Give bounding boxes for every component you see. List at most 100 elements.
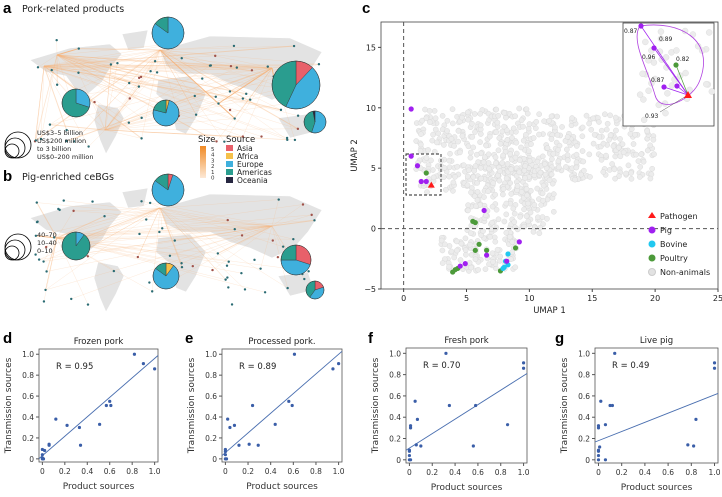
trade-link [229,67,273,92]
non-animal-point [480,159,487,166]
location-dot [148,281,151,284]
non-animal-point [497,168,503,174]
non-animal-point [507,180,513,186]
non-animal-point [539,153,546,160]
x-tick-label: 1.0 [333,467,345,476]
panel-label-g: g [555,330,565,347]
non-animal-point [521,223,528,230]
location-dot [77,47,80,50]
location-dot [34,139,38,142]
pig-point [462,261,468,267]
y-tick-label: 0.2 [205,434,217,443]
non-animal-point [544,215,550,222]
location-dot [225,264,229,267]
size-tick: 0 [211,176,215,182]
non-animal-point [469,120,475,127]
non-animal-point [497,140,504,147]
location-dot [55,83,59,86]
y-axis-label: Transmission sources [560,357,570,454]
x-tick-label: 0.8 [310,467,322,476]
pie-chart-asia [280,244,312,276]
data-point [407,449,412,453]
non-animal-point [572,176,578,183]
data-point [292,352,297,356]
trade-link [129,67,273,84]
non-animal-point [617,136,623,142]
non-animal-point [510,125,517,132]
pie-chart-africa [152,262,180,290]
location-dot [211,268,214,272]
pie-chart-asia [271,60,321,110]
poultry-point [423,170,429,176]
x-tick-label: 0 [223,467,228,476]
non-animal-point [493,106,500,113]
data-point [413,399,417,403]
non-animal-point [644,128,650,134]
poultry-point [484,247,490,253]
trade-link [43,65,139,87]
trade-link [251,67,273,71]
trade-link [56,54,288,139]
non-animal-point [579,148,586,154]
non-animal-point [472,256,479,263]
non-animal-point [472,129,478,135]
non-animal-point [467,154,474,161]
location-dot [250,69,254,72]
non-animal-point [511,210,518,217]
non-animal-point [493,129,499,135]
non-animal-point [535,214,541,221]
location-dot [155,71,159,74]
non-animal-point [514,183,521,189]
pie-chart-africa [152,99,180,127]
non-animal-point [440,174,447,180]
data-point [47,442,51,446]
data-point [603,423,608,427]
location-dot [36,66,40,69]
non-animal-point [508,191,515,197]
trade-link [104,128,298,131]
y-tick-label: 15 [366,43,376,52]
non-animal-point [441,165,448,171]
poultry-point [472,219,478,226]
trade-link [159,207,226,280]
non-animal-point [448,135,455,142]
location-dot [230,303,234,306]
location-dot [214,95,217,98]
trade-link [34,65,45,142]
trade-link [68,49,161,94]
non-animal-point [418,131,424,137]
size-circle [4,245,20,261]
trade-link [56,204,303,239]
trade-link [138,49,161,87]
size-label: to 3 billion [37,145,71,153]
location-dot [243,288,247,291]
trade-link [56,54,71,97]
trade-link [56,219,228,239]
trade-link [159,49,182,59]
location-dot [310,213,313,217]
non-animal-point [525,200,531,207]
non-animal-point [647,142,653,149]
x-tick-label: 1.0 [709,468,721,477]
bovine-point [500,265,506,272]
non-animal-point [517,213,523,220]
panel-label-d: d [3,330,13,347]
source-swatch-europe [226,161,233,167]
y-tick-label: 0.2 [578,435,590,444]
x-tick-label: 0.4 [449,468,461,477]
source-label-africa: Africa [237,152,258,161]
x-axis-label: Product sources [431,483,503,493]
non-animal-point [457,149,463,156]
non-animal-point [550,151,557,157]
trade-link [56,215,105,239]
poultry-point [472,247,478,253]
non-animal-point [500,191,506,198]
non-animal-point [540,197,546,204]
trade-link [159,207,182,264]
y-tick-label: 1.0 [578,349,590,358]
y-tick-label: 5 [371,164,376,173]
non-animal-point [598,127,605,134]
non-animal-point [579,133,586,140]
non-animal-point [619,141,626,147]
data-point [250,403,255,408]
